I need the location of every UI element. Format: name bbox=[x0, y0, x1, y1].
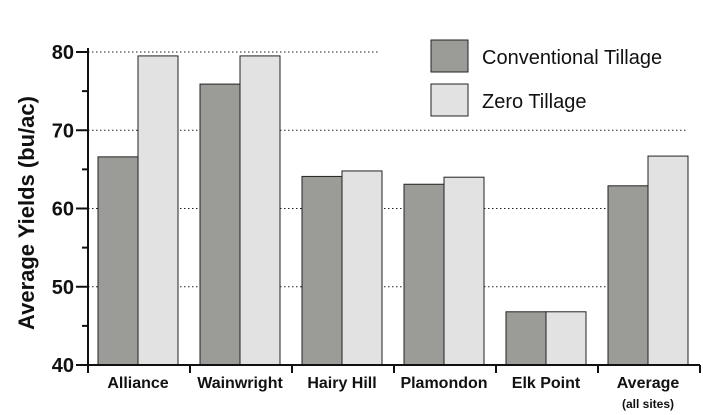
y-tick-label-50: 50 bbox=[52, 277, 74, 299]
axes bbox=[87, 48, 701, 373]
bar-plamondon-zero bbox=[443, 176, 485, 366]
bar-elk-point-conventional bbox=[505, 311, 547, 366]
bar-hairy-hill-conventional bbox=[301, 175, 343, 366]
y-axis-label: Average Yields (bu/ac) bbox=[14, 96, 39, 330]
bar-alliance-zero bbox=[137, 55, 179, 366]
bar-hairy-hill-zero bbox=[341, 170, 383, 366]
x-labels: Alliance Wainwright Hairy Hill Plamondon Elk… bbox=[107, 375, 679, 411]
gridlines bbox=[88, 51, 686, 288]
legend-swatch-conventional bbox=[430, 39, 469, 73]
x-tick-label-hairy-hill: Hairy Hill bbox=[307, 375, 376, 392]
bars bbox=[97, 55, 689, 366]
bar-average-zero bbox=[647, 155, 689, 366]
y-tick-label-60: 60 bbox=[52, 199, 74, 221]
y-tick-label-80: 80 bbox=[52, 42, 74, 64]
x-tick-label-average: Average bbox=[617, 375, 680, 392]
legend: Conventional Tillage Zero Tillage bbox=[430, 39, 662, 117]
y-tick-label-70: 70 bbox=[52, 120, 74, 142]
x-tick-label-alliance: Alliance bbox=[107, 375, 168, 392]
y-tick-label-40: 40 bbox=[52, 355, 74, 377]
legend-swatch-zero bbox=[430, 83, 469, 117]
x-tick-label-elk-point: Elk Point bbox=[512, 375, 581, 392]
x-tick-label-wainwright: Wainwright bbox=[197, 375, 283, 392]
bar-wainwright-zero bbox=[239, 55, 281, 366]
legend-label-conventional: Conventional Tillage bbox=[482, 47, 662, 69]
bar-average-conventional bbox=[607, 185, 649, 366]
bar-elk-point-zero bbox=[545, 311, 587, 366]
bar-wainwright-conventional bbox=[199, 83, 241, 366]
legend-label-zero: Zero Tillage bbox=[482, 91, 587, 113]
bar-plamondon-conventional bbox=[403, 183, 445, 366]
x-tick-sublabel: (all sites) bbox=[622, 397, 674, 411]
bar-alliance-conventional bbox=[97, 156, 139, 366]
x-tick-label-plamondon: Plamondon bbox=[400, 375, 487, 392]
y-ticks: 40 50 60 70 80 bbox=[52, 42, 88, 377]
